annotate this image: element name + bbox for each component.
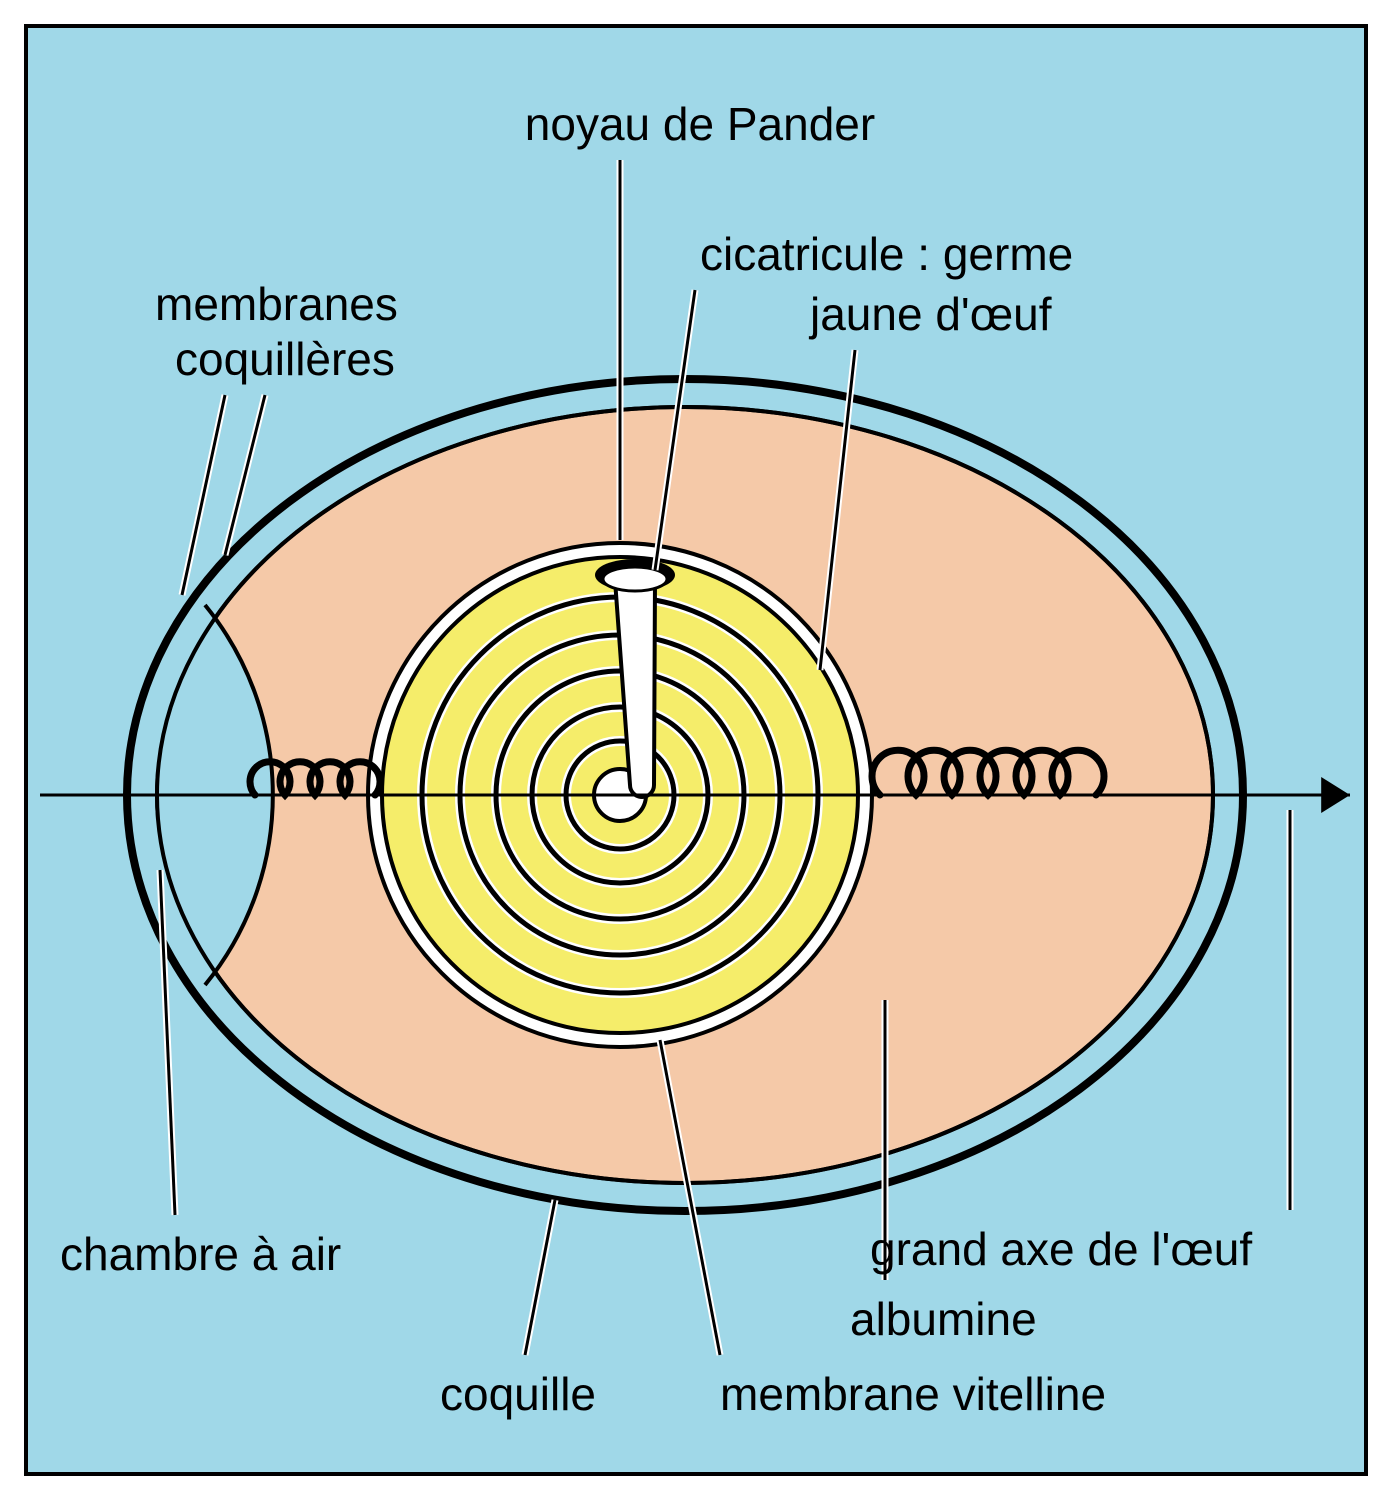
label-albumine: albumine bbox=[850, 1293, 1037, 1345]
label-chambre: chambre à air bbox=[60, 1228, 341, 1280]
label-membranes1: membranes bbox=[155, 278, 398, 330]
label-jaune: jaune d'œuf bbox=[808, 288, 1052, 340]
label-grand_axe: grand axe de l'œuf bbox=[870, 1223, 1252, 1275]
label-noyau_de_pander: noyau de Pander bbox=[525, 98, 875, 150]
label-membranes2: coquillères bbox=[175, 333, 395, 385]
label-membrane_vit: membrane vitelline bbox=[720, 1368, 1106, 1420]
label-cicatricle: cicatricule : germe bbox=[700, 228, 1073, 280]
cicatricule-cap bbox=[603, 567, 667, 591]
label-coquille: coquille bbox=[440, 1368, 596, 1420]
